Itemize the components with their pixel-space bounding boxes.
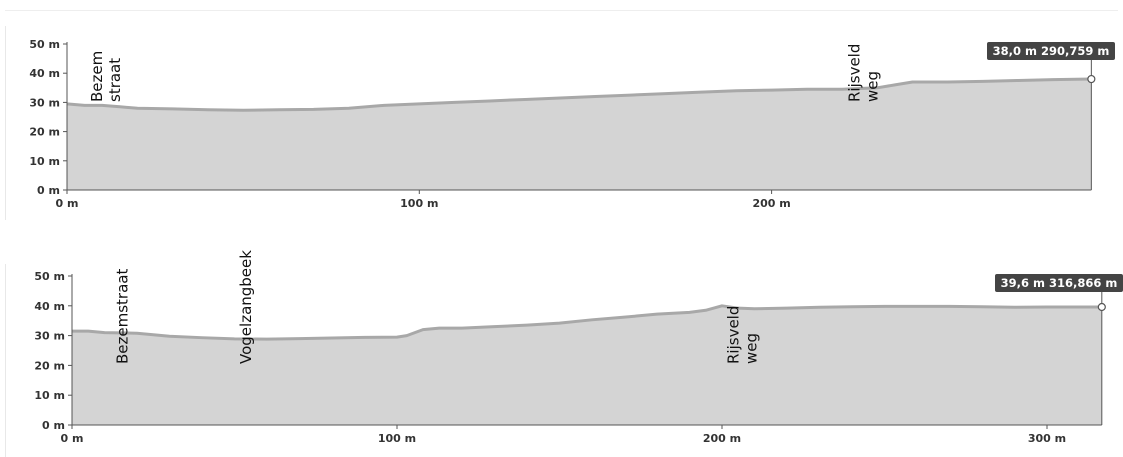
elevation-profile-panel-1: 0 m 10 m 20 m 30 m 40 m 50 m 0 m 100 m 200 m Beze… xyxy=(0,0,1123,220)
street-label: Rijsveld xyxy=(724,306,742,364)
y-tick-label: 40 m xyxy=(29,67,60,80)
marker-badge-text: 38,0 m 290,759 m xyxy=(993,44,1110,58)
elevation-area xyxy=(72,305,1102,425)
marker-point xyxy=(1087,74,1096,84)
elevation-line xyxy=(72,304,1102,341)
street-label: Rijsveld xyxy=(846,44,864,102)
street-label: Bezem xyxy=(88,51,106,102)
x-tick-label: 0 m xyxy=(56,197,79,210)
marker-badge xyxy=(987,42,1115,60)
x-tick-label: 100 m xyxy=(378,432,416,445)
street-label: Bezemstraat xyxy=(113,269,131,364)
marker-point xyxy=(1097,302,1106,312)
elevation-profile-panel-2: 0 m 10 m 20 m 30 m 40 m 50 m 0 m 100 m 200 m 300 … xyxy=(0,234,1123,457)
street-label: weg xyxy=(864,71,882,102)
street-label: straat xyxy=(106,58,124,102)
y-tick-label: 0 m xyxy=(42,419,65,432)
x-tick-label: 100 m xyxy=(400,197,438,210)
elevation-chart-2: 0 m 10 m 20 m 30 m 40 m 50 m 0 m 100 m 200 m 300 … xyxy=(34,250,1123,445)
y-tick-label: 10 m xyxy=(29,155,60,168)
x-tick-label: 200 m xyxy=(703,432,741,445)
x-tick-label: 200 m xyxy=(752,197,790,210)
elevation-line xyxy=(66,77,1092,112)
street-label: weg xyxy=(742,333,760,364)
y-tick-label: 50 m xyxy=(29,38,60,51)
y-tick-label: 50 m xyxy=(34,270,65,283)
x-tick-label: 300 m xyxy=(1028,432,1066,445)
y-tick-label: 30 m xyxy=(34,330,65,343)
y-tick-label: 0 m xyxy=(37,184,60,197)
marker-badge-text: 39,6 m 316,866 m xyxy=(1001,276,1118,290)
y-tick-label: 20 m xyxy=(34,359,65,372)
street-label: Vogelzangbeek xyxy=(237,250,255,364)
y-tick-label: 40 m xyxy=(34,300,65,313)
panel-left-border xyxy=(5,26,6,220)
elevation-area xyxy=(67,79,1092,190)
y-tick-label: 10 m xyxy=(34,389,65,402)
panel-left-border xyxy=(5,264,6,457)
panel-top-border xyxy=(5,10,1118,11)
elevation-chart-1: 0 m 10 m 20 m 30 m 40 m 50 m 0 m 100 m 200 m Beze… xyxy=(29,38,1115,210)
x-tick-label: 0 m xyxy=(61,432,84,445)
y-tick-label: 20 m xyxy=(29,126,60,139)
marker-badge xyxy=(995,274,1123,292)
y-tick-label: 30 m xyxy=(29,96,60,109)
